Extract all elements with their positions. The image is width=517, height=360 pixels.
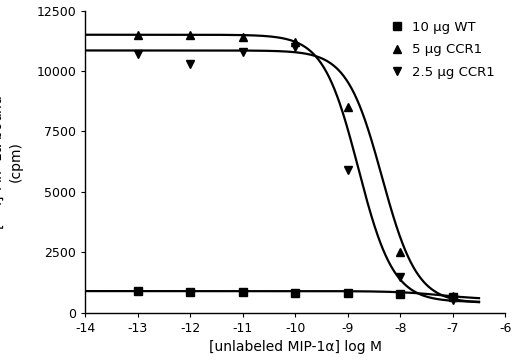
Line: 5 μg CCR1: 5 μg CCR1 [134, 31, 457, 300]
5 μg CCR1 [187, 33, 193, 37]
10 μg WT [240, 290, 246, 294]
10 μg WT [187, 290, 193, 294]
2.5 μg CCR1 [135, 52, 141, 56]
5 μg CCR1 [450, 294, 456, 298]
2.5 μg CCR1 [450, 297, 456, 302]
5 μg CCR1 [240, 35, 246, 39]
X-axis label: [unlabeled MIP-1α] log M: [unlabeled MIP-1α] log M [209, 341, 382, 355]
2.5 μg CCR1 [240, 50, 246, 54]
5 μg CCR1 [345, 105, 351, 109]
5 μg CCR1 [292, 40, 298, 44]
2.5 μg CCR1 [345, 168, 351, 172]
Line: 2.5 μg CCR1: 2.5 μg CCR1 [134, 43, 457, 304]
2.5 μg CCR1 [292, 45, 298, 49]
10 μg WT [135, 289, 141, 293]
5 μg CCR1 [397, 250, 403, 255]
2.5 μg CCR1 [187, 62, 193, 66]
Legend: 10 μg WT, 5 μg CCR1, 2.5 μg CCR1: 10 μg WT, 5 μg CCR1, 2.5 μg CCR1 [386, 17, 499, 82]
2.5 μg CCR1 [397, 274, 403, 279]
10 μg WT [450, 295, 456, 299]
10 μg WT [292, 291, 298, 295]
5 μg CCR1 [135, 33, 141, 37]
10 μg WT [345, 291, 351, 295]
Line: 10 μg WT: 10 μg WT [134, 287, 457, 301]
Text: [$^{125}$I]-MIP-1$\alpha$ bound
(cpm): [$^{125}$I]-MIP-1$\alpha$ bound (cpm) [0, 94, 23, 230]
10 μg WT [397, 292, 403, 297]
